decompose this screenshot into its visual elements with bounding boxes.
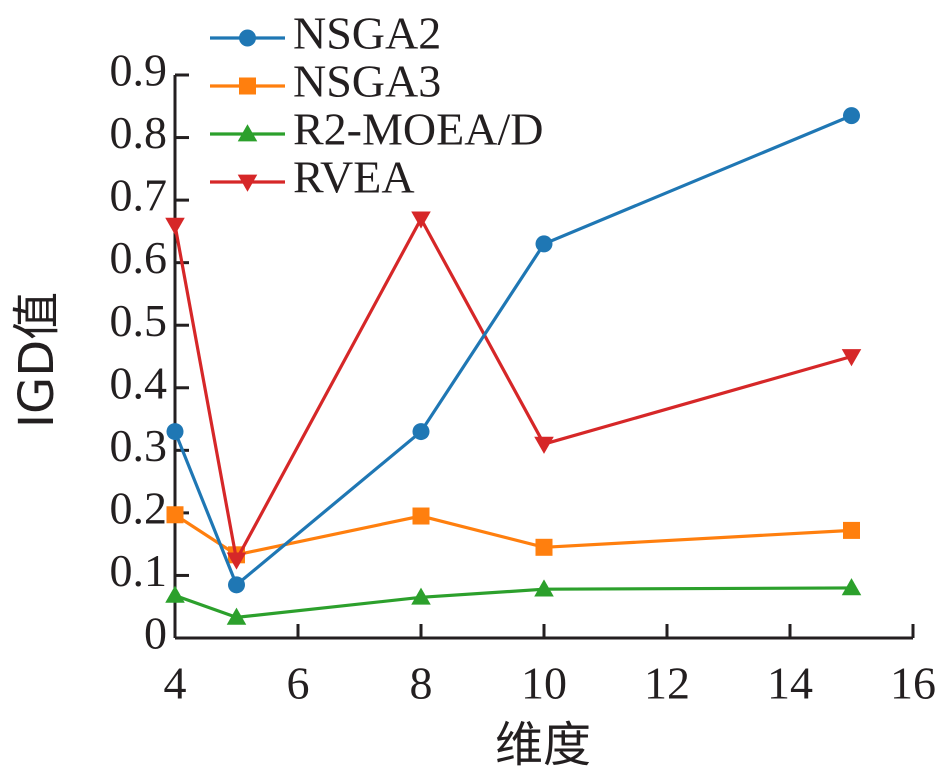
series-rvea	[165, 211, 862, 570]
data-point-rvea	[411, 211, 431, 229]
series-nsga2	[166, 107, 860, 594]
data-point-r2-moea-d	[534, 579, 554, 597]
legend-label-nsga3: NSGA3	[293, 56, 441, 107]
legend-item-nsga3: NSGA3	[210, 56, 441, 107]
legend-marker-rvea	[237, 174, 258, 192]
legend-marker-nsga3	[239, 77, 256, 95]
y-tick-label: 0.7	[110, 170, 168, 221]
chart-series-layer	[165, 107, 862, 625]
data-point-r2-moea-d	[411, 587, 431, 605]
x-tick-label: 6	[287, 658, 310, 709]
x-tick-label: 4	[164, 658, 187, 709]
y-tick-label: 0	[144, 608, 167, 659]
y-tick-label: 0.8	[110, 107, 168, 158]
data-point-rvea	[226, 552, 247, 570]
legend-item-nsga2: NSGA2	[210, 8, 441, 59]
y-tick-label: 0.5	[110, 295, 168, 346]
legend-label-r2-moea-d: R2-MOEA/D	[293, 104, 543, 155]
y-tick-label: 0.6	[110, 232, 168, 283]
data-point-rvea	[165, 217, 185, 235]
series-line-nsga2	[173, 114, 853, 588]
chart-axes: 0 0.1 0.2 0.3 0.4 0.5 0.6 0.7 0.8 0.9 4 6 8 10 12 14 16	[110, 45, 937, 709]
series-line-rvea	[173, 215, 852, 565]
data-point-nsga3	[166, 506, 184, 524]
data-point-rvea	[534, 436, 554, 454]
x-tick-label: 12	[644, 658, 690, 709]
x-tick-label: 14	[767, 658, 813, 709]
y-tick-label: 0.4	[110, 357, 168, 408]
data-point-nsga3	[535, 538, 553, 556]
legend-item-r2-moea-d: R2-MOEA/D	[210, 104, 543, 155]
data-point-nsga2	[228, 576, 245, 594]
data-point-nsga3	[843, 521, 860, 539]
legend-label-nsga2: NSGA2	[293, 8, 441, 59]
series-line-r2-moea-d	[174, 586, 852, 619]
data-point-r2-moea-d	[226, 607, 247, 625]
legend-item-rvea: RVEA	[210, 152, 415, 203]
y-tick-label: 0.3	[110, 420, 168, 471]
data-point-nsga2	[843, 107, 860, 125]
x-tick-label: 16	[890, 658, 936, 709]
y-tick-label: 0.1	[110, 545, 168, 596]
data-point-nsga3	[412, 507, 430, 525]
x-axis-title: 维度	[495, 717, 591, 773]
legend-marker-nsga2	[239, 29, 256, 47]
x-tick-label: 10	[521, 658, 567, 709]
x-tick-label: 8	[410, 658, 433, 709]
data-point-nsga2	[412, 423, 430, 441]
y-tick-label: 0.2	[110, 482, 168, 533]
legend-label-rvea: RVEA	[293, 152, 415, 203]
data-point-r2-moea-d	[165, 585, 185, 603]
data-point-rvea	[841, 349, 862, 367]
series-r2-moea-d	[165, 578, 862, 625]
y-axis-title: IGD值	[9, 292, 65, 428]
data-point-nsga2	[535, 235, 553, 253]
legend-marker-r2-moea-d	[237, 124, 258, 142]
data-point-nsga2	[166, 423, 184, 441]
data-point-r2-moea-d	[841, 578, 862, 596]
y-tick-label: 0.9	[110, 45, 168, 96]
series-line-nsga3	[174, 513, 852, 557]
